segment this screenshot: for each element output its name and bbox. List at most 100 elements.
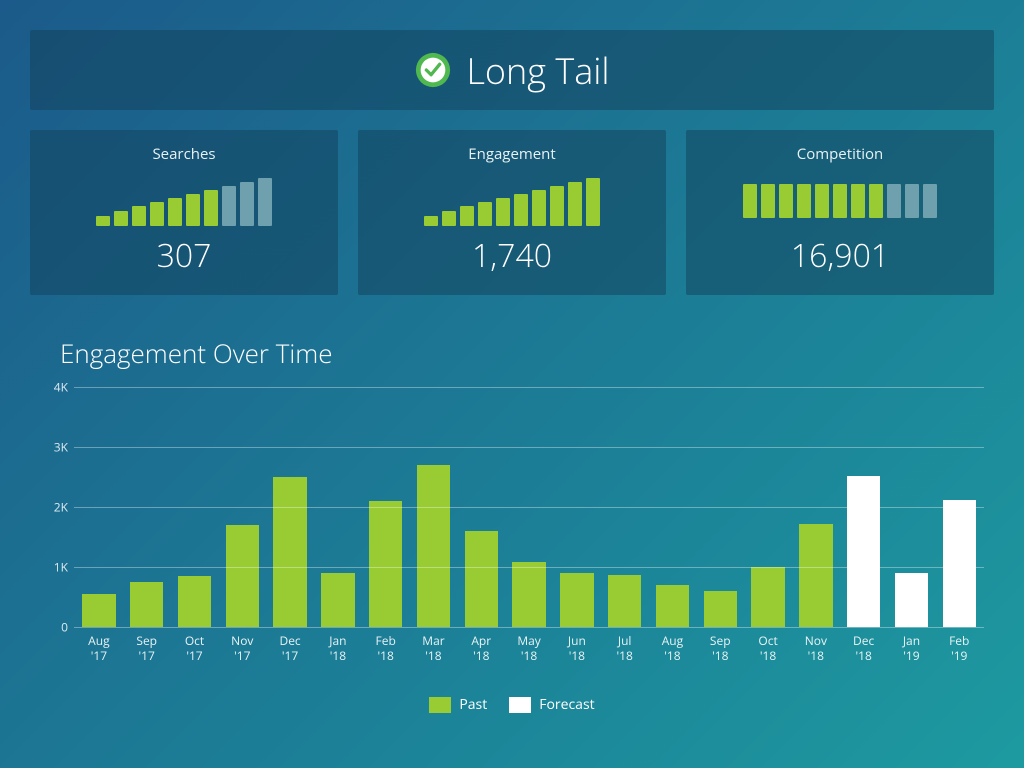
spark-bar <box>797 184 811 218</box>
chart-gridline <box>74 627 984 628</box>
spark-bar <box>550 186 564 226</box>
chart-x-label: Oct'17 <box>174 633 216 663</box>
chart-x-label: Nov'17 <box>221 633 263 663</box>
spark-bar <box>96 216 110 226</box>
spark-bar <box>743 184 757 218</box>
chart-bar <box>273 477 306 627</box>
spark-bar <box>851 184 865 218</box>
chart-x-label: Jan'18 <box>317 633 359 663</box>
chart-x-label: Dec'18 <box>843 633 885 663</box>
legend-label: Past <box>459 695 487 714</box>
spark-bar <box>833 184 847 218</box>
legend-item: Forecast <box>509 695 594 714</box>
spark-bar <box>132 206 146 226</box>
page-title: Long Tail <box>466 46 609 95</box>
chart-bar <box>178 576 211 627</box>
metric-label: Competition <box>706 144 974 164</box>
spark-bar <box>460 206 474 226</box>
chart-x-label: Apr'18 <box>460 633 502 663</box>
spark-bar <box>869 184 883 218</box>
chart-gridline <box>74 507 984 508</box>
spark-bar <box>815 184 829 218</box>
chart-x-label: Jul'18 <box>604 633 646 663</box>
chart-x-label: Mar'18 <box>413 633 455 663</box>
metric-card-engagement: Engagement 1,740 <box>358 130 666 295</box>
chart-y-tick: 3K <box>34 439 68 456</box>
chart-bar <box>369 501 402 627</box>
chart-x-label: Aug'18 <box>652 633 694 663</box>
spark-bar <box>514 194 528 226</box>
spark-bar <box>586 178 600 226</box>
chart-x-label: Nov'18 <box>795 633 837 663</box>
chart-bar <box>656 585 689 627</box>
chart-x-labels: Aug'17Sep'17Oct'17Nov'17Dec'17Jan'18Feb'… <box>74 627 984 663</box>
chart-y-tick: 4K <box>34 379 68 396</box>
spark-bar <box>424 216 438 226</box>
spark-bar <box>442 211 456 226</box>
header-panel: Long Tail <box>30 30 994 110</box>
chart-bar <box>560 573 593 627</box>
metric-sparkbars <box>706 176 974 226</box>
engagement-chart: 01K2K3K4K Aug'17Sep'17Oct'17Nov'17Dec'17… <box>30 387 994 677</box>
metric-label: Searches <box>50 144 318 164</box>
chart-bar <box>417 465 450 627</box>
legend-swatch <box>429 697 451 713</box>
metrics-row: Searches 307 Engagement 1,740 Competition 16,… <box>30 130 994 295</box>
metric-value: 16,901 <box>706 234 974 277</box>
metric-card-searches: Searches 307 <box>30 130 338 295</box>
chart-legend: Past Forecast <box>30 695 994 714</box>
spark-bar <box>478 202 492 226</box>
chart-x-label: Oct'18 <box>747 633 789 663</box>
chart-gridline <box>74 447 984 448</box>
spark-bar <box>496 198 510 226</box>
spark-bar <box>186 194 200 226</box>
metric-card-competition: Competition 16,901 <box>686 130 994 295</box>
chart-x-label: Aug'17 <box>78 633 120 663</box>
spark-bar <box>258 178 272 226</box>
chart-bar <box>799 524 832 627</box>
legend-swatch <box>509 697 531 713</box>
chart-bar <box>751 567 784 627</box>
chart-x-label: Dec'17 <box>269 633 311 663</box>
spark-bar <box>240 182 254 226</box>
spark-bar <box>905 184 919 218</box>
chart-bar <box>226 525 259 627</box>
chart-grid: 01K2K3K4K <box>74 387 984 627</box>
spark-bar <box>168 198 182 226</box>
spark-bar <box>204 190 218 226</box>
chart-gridline <box>74 387 984 388</box>
spark-bar <box>779 184 793 218</box>
chart-bar <box>608 575 641 627</box>
chart-x-label: Sep'18 <box>699 633 741 663</box>
chart-x-label: May'18 <box>508 633 550 663</box>
metric-sparkbars <box>378 176 646 226</box>
metric-value: 1,740 <box>378 234 646 277</box>
chart-bar <box>512 562 545 627</box>
chart-bar <box>895 573 928 627</box>
chart-bar <box>704 591 737 627</box>
check-icon <box>414 51 452 89</box>
spark-bar <box>923 184 937 218</box>
metric-value: 307 <box>50 234 318 277</box>
metric-sparkbars <box>50 176 318 226</box>
chart-y-tick: 2K <box>34 499 68 516</box>
chart-gridline <box>74 567 984 568</box>
chart-x-label: Jan'19 <box>891 633 933 663</box>
chart-x-label: Jun'18 <box>556 633 598 663</box>
spark-bar <box>568 182 582 226</box>
spark-bar <box>761 184 775 218</box>
legend-item: Past <box>429 695 487 714</box>
chart-y-tick: 1K <box>34 559 68 576</box>
metric-label: Engagement <box>378 144 646 164</box>
chart-bar <box>465 531 498 627</box>
legend-label: Forecast <box>539 695 594 714</box>
chart-y-tick: 0 <box>34 619 68 636</box>
spark-bar <box>532 190 546 226</box>
chart-x-label: Feb'19 <box>938 633 980 663</box>
chart-x-label: Feb'18 <box>365 633 407 663</box>
spark-bar <box>114 211 128 226</box>
spark-bar <box>887 184 901 218</box>
chart-title: Engagement Over Time <box>30 335 994 371</box>
chart-bar <box>130 582 163 627</box>
chart-bar <box>321 573 354 627</box>
